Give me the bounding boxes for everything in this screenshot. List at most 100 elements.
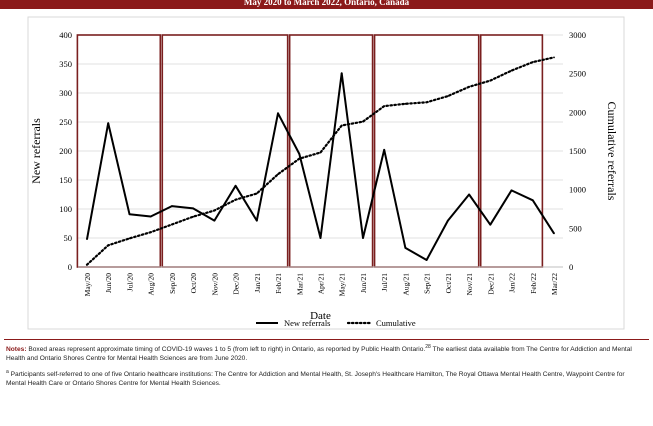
x-tick-label: Apr/21	[317, 273, 326, 294]
data-point	[234, 198, 237, 201]
x-tick-label: Mar/22	[550, 273, 559, 295]
data-point	[489, 79, 492, 82]
footnote-paragraph: a Participants self-referred to one of f…	[6, 368, 646, 388]
data-point	[362, 237, 364, 239]
data-point	[468, 85, 470, 88]
x-tick-label: Sep/21	[423, 273, 432, 294]
x-tick-label: May/21	[338, 273, 347, 297]
data-point	[107, 122, 110, 125]
data-point	[319, 237, 322, 239]
data-point	[319, 151, 322, 154]
data-point	[86, 263, 88, 266]
data-point	[213, 219, 216, 222]
x-tick-label: Aug/20	[147, 273, 156, 296]
y-tick-label: 250	[59, 117, 72, 127]
data-point	[425, 259, 428, 261]
y2-tick-label: 0	[569, 262, 573, 272]
y2-tick-label: 3000	[569, 30, 586, 40]
referrals-chart: 0 50 100 150 200 250 300 350 400 0 500 1000 1500 2000…	[27, 16, 625, 330]
data-point	[404, 246, 407, 249]
data-point	[446, 95, 449, 97]
notes-text-2: The earliest data available from The Cen…	[6, 346, 632, 362]
y-tick-label: 0	[68, 262, 72, 272]
y-tick-label: 200	[59, 146, 72, 156]
data-point	[489, 223, 492, 226]
data-point	[340, 72, 343, 75]
y-axis-title: New referrals	[29, 118, 43, 184]
data-point	[171, 223, 173, 226]
data-point	[340, 124, 343, 127]
x-tick-label: Oct/21	[444, 273, 453, 294]
data-point	[149, 231, 152, 234]
y-tick-label: 300	[59, 88, 72, 98]
y-tick-label: 50	[64, 233, 73, 243]
chart-frame	[27, 16, 625, 330]
data-point	[510, 69, 513, 72]
y-tick-label: 100	[59, 204, 72, 214]
data-point	[404, 102, 407, 105]
data-point	[362, 120, 364, 123]
x-axis-title: Date	[310, 310, 331, 322]
x-tick-label: Jul/21	[380, 273, 389, 292]
data-point	[255, 219, 258, 222]
data-point	[531, 199, 534, 202]
y-tick-label: 150	[59, 175, 72, 185]
data-point	[298, 157, 301, 160]
x-tick-label: Mar/21	[295, 273, 304, 295]
data-point	[192, 207, 195, 210]
chart-subtitle: May 2020 to March 2022, Ontario, Canada	[243, 0, 410, 7]
data-point	[128, 213, 131, 216]
data-point	[510, 189, 513, 192]
x-tick-label: Nov/20	[210, 273, 219, 296]
x-tick-label: Jan/21	[253, 273, 262, 293]
data-point	[128, 237, 131, 240]
notes-ref: 28	[425, 344, 431, 350]
data-point	[192, 215, 195, 218]
data-point	[107, 244, 110, 247]
notes-divider	[4, 339, 649, 340]
data-point	[171, 205, 173, 208]
x-tick-label: Jun/20	[104, 273, 113, 293]
x-tick-label: Dec/21	[486, 273, 495, 295]
data-point	[149, 215, 152, 218]
data-point	[553, 56, 555, 59]
footnote-text: Participants self-referred to one of fiv…	[6, 371, 625, 388]
x-tick-label: May/20	[83, 273, 92, 297]
y-tick-label: 400	[59, 30, 72, 40]
x-tick-label: Sep/20	[168, 273, 177, 294]
notes-text: Boxed areas represent approximate timing…	[28, 346, 426, 354]
axes: 0 50 100 150 200 250 300 350 400 0 500 1000 1500 2000…	[29, 30, 619, 322]
series-lines	[85, 56, 556, 266]
x-tick-label: Nov/21	[465, 273, 474, 296]
data-point	[213, 209, 216, 212]
data-point	[86, 238, 88, 241]
y2-tick-label: 2000	[569, 107, 586, 117]
y2-tick-label: 2500	[569, 69, 586, 79]
x-tick-label: Feb/21	[274, 273, 283, 294]
legend-label-new-referrals: New referrals	[284, 318, 330, 328]
legend: New referrals Cumulative	[256, 318, 416, 328]
x-tick-label: Jul/20	[125, 273, 134, 292]
x-tick-label: Feb/22	[529, 273, 538, 294]
data-point	[277, 112, 279, 115]
data-point	[531, 61, 534, 63]
y2-axis-title: Cumulative referrals	[605, 102, 619, 201]
data-point	[425, 101, 428, 104]
data-point	[383, 148, 386, 151]
y2-tick-label: 1500	[569, 146, 586, 156]
x-tick-label: Aug/21	[401, 273, 410, 296]
y2-tick-label: 1000	[569, 185, 586, 195]
data-point	[277, 173, 279, 176]
legend-label-cumulative: Cumulative	[376, 318, 416, 328]
data-point	[298, 153, 301, 155]
data-point	[446, 219, 449, 222]
data-point	[553, 232, 555, 235]
data-point	[383, 105, 386, 108]
notes-section: Notes: Boxed areas represent approximate…	[6, 343, 646, 394]
x-tick-label: Jan/22	[508, 273, 517, 293]
y-tick-label: 350	[59, 59, 72, 69]
x-tick-label: Dec/20	[232, 273, 241, 295]
series-line-new-referrals	[86, 72, 555, 261]
header-bar: May 2020 to March 2022, Ontario, Canada	[0, 0, 653, 9]
notes-paragraph: Notes: Boxed areas represent approximate…	[6, 343, 646, 363]
